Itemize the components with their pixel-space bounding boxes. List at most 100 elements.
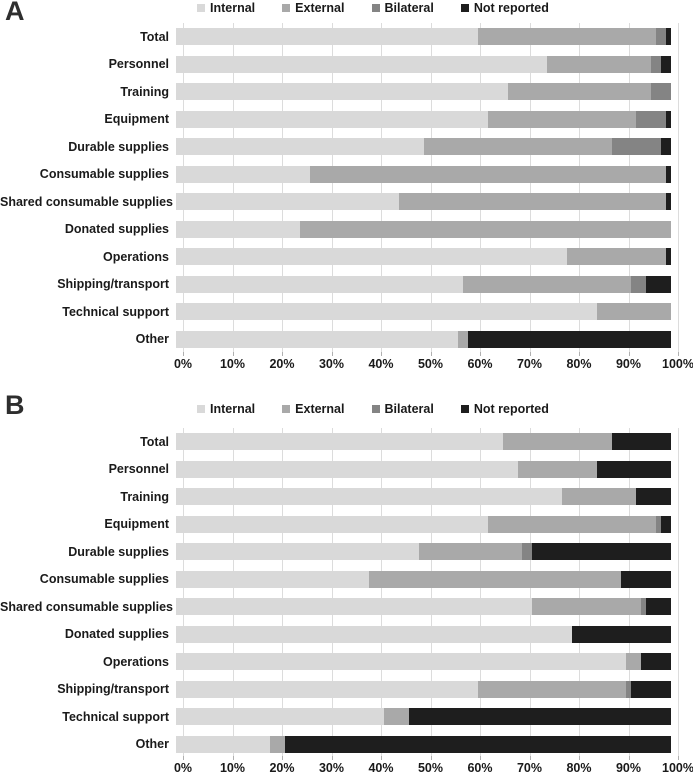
bar-segment-not-reported [666,248,671,266]
row-label: Donated supplies [64,627,169,642]
row-label: Other [135,737,169,752]
grid [183,23,679,353]
gridline [430,23,432,353]
chart-row-shipping-transport: Shipping/transport [0,676,678,704]
bar-training [176,488,671,506]
gridline [381,23,382,353]
gridline [529,428,531,758]
row-label: Personnel [108,57,169,72]
bar-segment-internal [176,110,488,128]
chart-row-equipment: Equipment [0,511,678,539]
chart-row-other: Other [0,731,678,759]
axis-tick-label: 80% [566,761,592,775]
gridline [381,428,382,758]
bar-other [176,735,671,753]
chart-row-personnel: Personnel [0,51,678,79]
bar-durable-supplies [176,138,671,156]
bar-segment-internal [176,433,503,451]
bar-segment-internal [176,303,597,321]
legend-label: Bilateral [384,1,434,15]
axis-tick [579,352,580,356]
row-label: Operations [103,654,169,669]
legend-item-bilateral: Bilateral [371,402,434,416]
bar-shared-consumable-supplies [176,598,671,616]
chart-row-operations: Operations [0,243,678,271]
axis-tick-label: 10% [219,761,246,775]
gridline [678,428,679,758]
gridline [678,23,679,353]
bar-consumable-supplies [176,570,671,588]
axis-tick [232,352,234,356]
bar-segment-not-reported [661,55,671,73]
bar-total [176,433,671,451]
gridline [628,428,630,758]
bar-personnel [176,55,671,73]
legend-item-internal: Internal [197,402,255,416]
rows: Total Personnel Training Equipment Durable s… [0,23,678,353]
row-label: Shared consumable supplies [0,599,173,614]
chart-b: Total Personnel Training Equipment Durable s… [0,428,679,759]
row-label: Total [140,29,169,44]
legend-label: Not reported [473,1,549,15]
bar-segment-external [418,543,523,561]
chart-row-training: Training [0,78,678,106]
bar-segment-external [477,680,627,698]
gridline [480,23,481,353]
bar-segment-bilateral [611,138,662,156]
chart-row-consumable-supplies: Consumable supplies [0,566,678,594]
axis-tick-label: 40% [368,357,394,371]
row-label: Training [120,489,169,504]
bar-training [176,83,671,101]
legend-label: Internal [210,1,256,15]
axis-tick-label: 70% [516,761,543,775]
bar-segment-external [270,735,285,753]
axis-tick [678,352,679,356]
bar-operations [176,248,671,266]
axis-tick [381,352,382,356]
bar-segment-external [463,275,632,293]
axis-tick [529,756,531,760]
bar-consumable-supplies [176,165,671,183]
chart-row-personnel: Personnel [0,456,678,484]
legend-swatch-external-icon [282,4,291,12]
bar-technical-support [176,708,671,726]
gridline [331,428,333,758]
bar-operations [176,653,671,671]
chart-row-training: Training [0,483,678,511]
axis-tick-label: 90% [615,357,642,371]
bar-segment-external [299,220,671,238]
legend-swatch-not-reported-icon [460,4,469,12]
axis-tick [282,756,283,760]
bar-segment-internal [176,165,310,183]
axis-tick [232,756,234,760]
axis-tick [282,352,283,356]
bar-shipping-transport [176,680,671,698]
axis-tick [430,352,432,356]
legend-label: Internal [210,402,256,416]
chart-row-equipment: Equipment [0,106,678,134]
bar-shared-consumable-supplies [176,193,671,211]
bar-segment-external [517,460,597,478]
legend-item-external: External [282,402,345,416]
axis-tick [331,756,333,760]
bar-segment-external [532,598,642,616]
bar-segment-bilateral [631,275,647,293]
bar-segment-not-reported [646,275,671,293]
bar-segment-external [423,138,612,156]
axis-tick-label: 30% [318,761,345,775]
gridline [183,23,184,353]
bar-segment-internal [176,680,478,698]
gridline [232,23,234,353]
bar-segment-internal [176,248,568,266]
axis-tick [579,756,580,760]
bar-segment-bilateral [641,598,647,616]
axis-tick [678,756,679,760]
x-axis-b: 0% 10% 20% 30% 40% 50% 60% 70% 80% 90% 100% [174,756,693,776]
gridline [282,23,283,353]
legend-swatch-not-reported-icon [460,405,469,413]
legend-item-internal: Internal [197,1,255,15]
axis-tick [331,352,333,356]
bar-segment-not-reported [621,570,671,588]
bar-segment-not-reported [661,138,671,156]
legend-label: External [295,402,345,416]
